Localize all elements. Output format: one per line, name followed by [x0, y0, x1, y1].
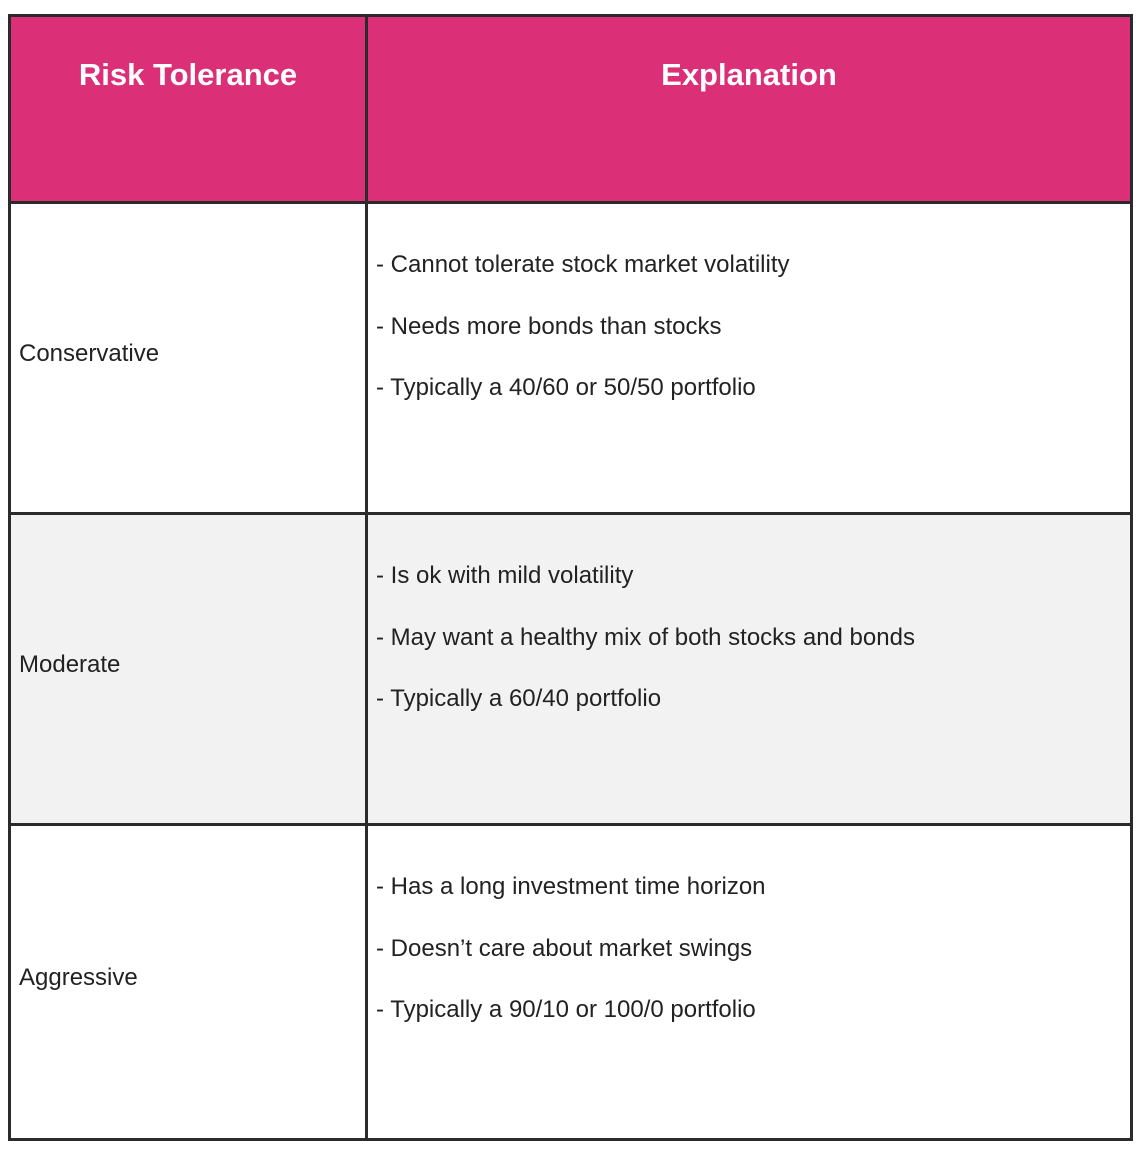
- explanation-point: - Typically a 40/60 or 50/50 portfolio: [376, 374, 756, 401]
- risk-label-aggressive: Aggressive: [11, 826, 365, 1138]
- header-explanation: Explanation: [368, 17, 1130, 201]
- header-risk-tolerance: Risk Tolerance: [11, 17, 365, 201]
- risk-label-conservative: Conservative: [11, 204, 365, 512]
- explanation-point: - Cannot tolerate stock market volatilit…: [376, 251, 790, 278]
- explanation-point: - Is ok with mild volatility: [376, 562, 634, 589]
- explanation-aggressive: - Has a long investment time horizon - D…: [368, 826, 1130, 1138]
- explanation-point: - Doesn’t care about market swings: [376, 934, 753, 962]
- explanation-point: - Typically a 90/10 or 100/0 portfolio: [376, 996, 756, 1023]
- risk-label-moderate: Moderate: [11, 515, 365, 823]
- risk-label-text: Aggressive: [19, 964, 138, 991]
- explanation-point: - Has a long investment time horizon: [376, 873, 766, 900]
- explanation-point: - Needs more bonds than stocks: [376, 312, 722, 340]
- explanation-conservative: - Cannot tolerate stock market volatilit…: [368, 204, 1130, 512]
- risk-tolerance-table: Risk Tolerance Explanation Conservative …: [8, 14, 1133, 1141]
- explanation-point: - May want a healthy mix of both stocks …: [376, 623, 915, 651]
- explanation-moderate: - Is ok with mild volatility - May want …: [368, 515, 1130, 823]
- explanation-point: - Typically a 60/40 portfolio: [376, 685, 662, 712]
- risk-label-text: Conservative: [19, 340, 160, 367]
- risk-label-text: Moderate: [19, 651, 121, 678]
